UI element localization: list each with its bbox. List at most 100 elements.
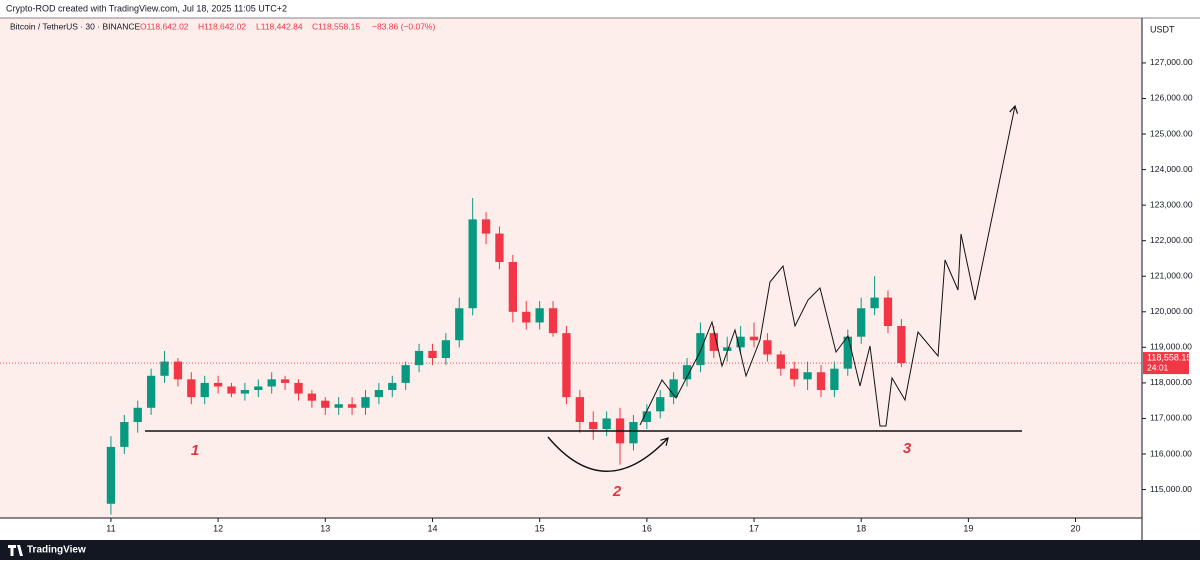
- candle-body: [843, 336, 852, 369]
- candle-body: [816, 372, 826, 391]
- candle-body: [294, 382, 303, 394]
- candle-body: [857, 308, 866, 337]
- y-tick-label: 125,000.00: [1150, 128, 1193, 138]
- candle-body: [160, 361, 169, 376]
- candle-body: [213, 382, 223, 387]
- y-tick-label: 127,000.00: [1150, 57, 1193, 67]
- candle-body: [361, 397, 370, 408]
- projection-path: [639, 104, 1019, 427]
- y-tick-label: 117,000.00: [1150, 413, 1192, 423]
- candle-body: [522, 311, 531, 323]
- annotation-label: 1: [191, 442, 199, 459]
- candle-body: [575, 397, 584, 423]
- legend-change: −83.86 (−0.07%): [372, 21, 435, 31]
- candle-body: [602, 418, 611, 430]
- x-tick-label: 19: [963, 523, 973, 533]
- candle-body: [897, 326, 906, 364]
- candle-body: [870, 297, 879, 309]
- y-tick-label: 120,000.00: [1150, 306, 1193, 316]
- y-tick-label: 115,000.00: [1150, 484, 1192, 494]
- time-axis-background: [0, 518, 1142, 540]
- candle-body: [763, 340, 772, 355]
- candle-body: [173, 361, 183, 380]
- price-tag-price: 118,558.15: [1147, 352, 1191, 362]
- candle-body: [388, 382, 397, 391]
- footer-brand: TradingView: [27, 545, 86, 556]
- y-tick-label: 123,000.00: [1150, 199, 1193, 209]
- legend-low: L118,442.84: [256, 21, 303, 31]
- x-tick-label: 15: [535, 523, 545, 533]
- candle-body: [227, 386, 236, 394]
- y-tick-label: 121,000.00: [1150, 270, 1193, 280]
- y-tick-label: 126,000.00: [1150, 93, 1193, 103]
- candle-body: [146, 375, 156, 408]
- candle-body: [535, 308, 544, 323]
- candle-body: [548, 308, 558, 334]
- candle-body: [120, 422, 129, 447]
- candle-body: [669, 379, 678, 398]
- candle-body: [334, 404, 343, 408]
- candle-body: [428, 350, 437, 359]
- price-axis-background: [1142, 18, 1200, 540]
- candle-body: [307, 393, 317, 401]
- legend-open: O118,642.02: [140, 21, 189, 31]
- x-tick-label: 16: [642, 523, 652, 533]
- y-tick-label: 118,000.00: [1150, 377, 1192, 387]
- header-text: Crypto-ROD created with TradingView.com,…: [6, 3, 287, 13]
- price-tag: 118,558.15 24:01: [1143, 352, 1191, 375]
- candle-body: [736, 336, 745, 348]
- candle-body: [200, 382, 209, 398]
- x-tick-label: 12: [213, 523, 223, 533]
- candle-body: [481, 219, 491, 234]
- candle-body: [508, 262, 518, 312]
- footer-bar: [0, 540, 1200, 560]
- candle-body: [642, 411, 651, 423]
- drawings: 1 2 3: [145, 104, 1022, 500]
- annotation-label: 3: [903, 440, 912, 457]
- candle-body: [468, 219, 477, 309]
- candle-body: [803, 372, 812, 380]
- x-tick-label: 14: [427, 523, 437, 533]
- candle-body: [280, 379, 290, 383]
- x-tick-label: 17: [749, 523, 759, 533]
- legend-close: C118,558.15: [312, 21, 360, 31]
- plot-background: [0, 18, 1142, 518]
- candle-body: [682, 365, 692, 380]
- y-tick-label: 119,000.00: [1150, 342, 1192, 352]
- x-tick-label: 20: [1071, 523, 1081, 533]
- candle-body: [133, 407, 142, 423]
- candle-body: [374, 390, 384, 398]
- x-tick-label: 13: [320, 523, 330, 533]
- y-tick-label: 116,000.00: [1150, 448, 1192, 458]
- candle-body: [455, 308, 464, 341]
- candle-body: [562, 333, 571, 398]
- y-tick-label: 122,000.00: [1150, 235, 1193, 245]
- candle-body: [414, 350, 424, 366]
- rounded-bottom-arrow: [547, 436, 669, 472]
- price-tag-countdown: 24:01: [1147, 362, 1169, 372]
- candle-body: [883, 297, 893, 327]
- candle-body: [495, 233, 504, 263]
- candle-body: [629, 422, 638, 444]
- y-tick-label: 124,000.00: [1150, 164, 1193, 174]
- header-bar: [0, 0, 1200, 18]
- candle-body: [347, 404, 357, 408]
- x-tick-label: 18: [856, 523, 866, 533]
- candle-body: [589, 422, 598, 430]
- candle-body: [106, 446, 116, 504]
- legend-high: H118,642.02: [198, 21, 246, 31]
- candle-body: [401, 365, 410, 383]
- footer-logo: [8, 545, 23, 556]
- candle-body: [790, 368, 799, 380]
- annotation-label: 2: [612, 483, 622, 500]
- price-tag-box: [1143, 352, 1189, 375]
- candle-body: [830, 368, 839, 391]
- candle-body: [776, 354, 785, 369]
- candle-body: [656, 397, 665, 412]
- candle-body: [254, 386, 263, 391]
- candle-body: [696, 333, 705, 366]
- candle-body: [723, 347, 732, 351]
- candle-body: [267, 379, 276, 387]
